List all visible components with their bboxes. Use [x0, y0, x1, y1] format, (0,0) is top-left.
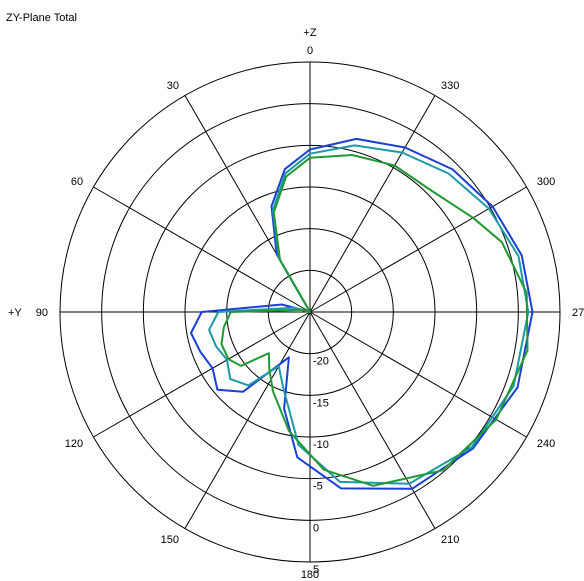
radial-tick-label: -20: [313, 356, 329, 368]
angle-tick-label: 150: [161, 534, 179, 546]
angle-tick-label: 210: [441, 534, 459, 546]
angle-tick-label: 120: [65, 438, 83, 450]
angle-tick-label: 330: [441, 80, 459, 92]
angle-tick-label: 180: [301, 569, 319, 581]
angle-tick-label: 30: [167, 80, 179, 92]
angle-tick-label: 90: [36, 307, 48, 319]
angle-tick-label: 270: [572, 307, 584, 319]
grid-spoke: [309, 95, 436, 313]
direction-label-top: +Z: [303, 27, 316, 39]
chart-title: ZY-Plane Total: [6, 12, 77, 24]
label-group: 0 30 60 90 120 150 180 210 240 270 300 330 -20 -15 -10…: [8, 27, 584, 581]
radial-tick-label: -5: [313, 481, 323, 493]
polar-grid: [59, 61, 561, 563]
angle-tick-label: 300: [537, 176, 555, 188]
series-line-1: [190, 137, 534, 490]
series-group: [190, 137, 534, 490]
grid-spoke: [93, 311, 311, 438]
angle-tick-label: 240: [537, 438, 555, 450]
grid-spoke: [309, 186, 527, 313]
radial-tick-label: -15: [313, 397, 329, 409]
angle-tick-label: 0: [307, 45, 313, 57]
grid-spoke: [93, 186, 311, 313]
radial-tick-label: 5: [313, 564, 319, 576]
grid-spoke: [184, 311, 311, 529]
radial-tick-label: 0: [313, 522, 319, 534]
grid-spoke: [309, 311, 527, 438]
radial-tick-label: -10: [313, 439, 329, 451]
grid-spoke: [309, 311, 436, 529]
angle-tick-label: 60: [71, 176, 83, 188]
direction-label-left: +Y: [8, 307, 22, 319]
series-line-3: [220, 154, 529, 487]
